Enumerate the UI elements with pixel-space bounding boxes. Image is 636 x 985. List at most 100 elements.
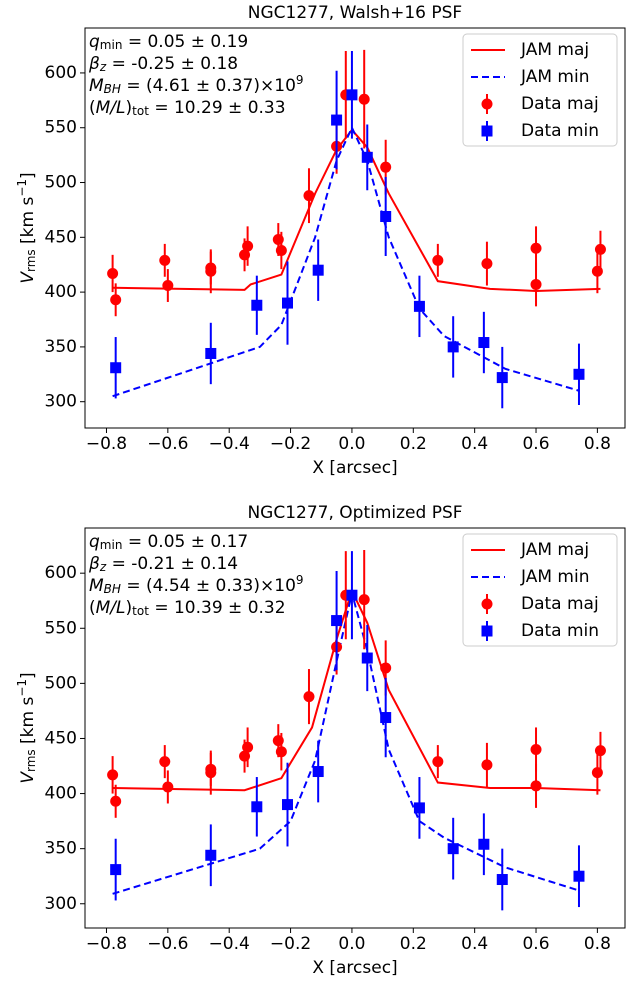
legend-label: Data min [521, 121, 599, 141]
data-point [432, 756, 444, 768]
annotation-part: = 0.05 ± 0.17 [122, 532, 248, 552]
annotation-part: = 10.39 ± 0.32 [149, 598, 286, 618]
legend-box [462, 33, 618, 147]
legend-swatch [481, 625, 493, 637]
x-tick-label: 0.0 [338, 934, 365, 954]
annotation: (M/L)tot = 10.39 ± 0.32 [89, 598, 286, 618]
data-point [573, 870, 585, 882]
data-point [481, 759, 493, 771]
y-axis-label-part: rms [24, 749, 38, 772]
y-axis-label-part: [km s [18, 197, 38, 250]
annotation-part: β [88, 54, 100, 74]
legend-label: Data maj [521, 594, 599, 614]
data-point [159, 756, 171, 768]
annotation-part: ) [126, 98, 133, 118]
y-tick-label: 500 [45, 173, 77, 193]
x-axis-label: X [arcsec] [312, 958, 397, 978]
annotation-part: 9 [296, 573, 304, 587]
data-point [358, 594, 370, 606]
annotation-part: min [100, 38, 123, 52]
data-point [251, 299, 263, 311]
annotation-part: min [100, 538, 123, 552]
data-point [331, 114, 343, 126]
x-tick-label: −0.6 [147, 934, 188, 954]
x-tick-label: 0.8 [584, 434, 611, 454]
data-point [530, 278, 542, 290]
y-tick-label: 500 [45, 673, 77, 693]
data-point [380, 712, 392, 724]
chart-title: NGC1277, Walsh+16 PSF [248, 3, 462, 23]
y-tick-label: 600 [45, 563, 77, 583]
data-point [110, 362, 122, 374]
data-point [530, 780, 542, 792]
x-axis-label: X [arcsec] [312, 458, 397, 478]
x-tick-label: −0.2 [270, 934, 311, 954]
legend-label: JAM min [520, 67, 589, 87]
model-line [112, 125, 580, 398]
plot-area [107, 550, 606, 911]
legend-label: Data maj [521, 94, 599, 114]
x-tick-label: −0.6 [147, 434, 188, 454]
annotation-part: BH [104, 82, 121, 96]
data-point [242, 741, 254, 753]
data-point [358, 93, 370, 105]
data-point [591, 767, 603, 779]
data-point [110, 795, 122, 807]
y-axis-label-part: rms [24, 249, 38, 272]
annotation-part: = 10.29 ± 0.33 [149, 98, 286, 118]
subplot: NGC1277, Optimized PSF X [arcsec] Vrms [km… [15, 503, 626, 978]
annotation-part: = -0.21 ± 0.14 [106, 554, 238, 574]
y-tick-label: 400 [45, 282, 77, 302]
data-point [159, 254, 171, 266]
y-tick-label: 350 [45, 337, 77, 357]
y-axis-label-part: −1 [15, 179, 29, 197]
x-tick-label: 0.2 [400, 934, 427, 954]
annotation-part: ( [89, 598, 96, 618]
y-tick-label: 300 [45, 392, 77, 412]
y-axis-label: Vrms [km s−1] [15, 672, 38, 783]
data-point [275, 746, 287, 758]
data-point [251, 801, 263, 813]
subplot: NGC1277, Walsh+16 PSF X [arcsec] Vrms [km … [15, 3, 626, 478]
x-tick-label: 0.4 [461, 934, 488, 954]
data-point [447, 341, 459, 353]
data-point [380, 161, 392, 173]
chart-title: NGC1277, Optimized PSF [247, 503, 462, 523]
data-point [205, 347, 217, 359]
x-tick-label: 0.0 [338, 434, 365, 454]
data-point [107, 769, 119, 781]
legend-swatch [481, 98, 493, 110]
annotation: βz = -0.25 ± 0.18 [88, 54, 238, 74]
data-point [361, 652, 373, 664]
annotation: βz = -0.21 ± 0.14 [88, 554, 238, 574]
data-point [496, 372, 508, 384]
y-tick-label: 600 [45, 63, 77, 83]
data-point [162, 781, 174, 793]
data-point [282, 297, 293, 309]
annotation: qmin = 0.05 ± 0.17 [89, 532, 248, 552]
annotation-part: ) [126, 598, 133, 618]
legend-box [462, 533, 618, 647]
data-point [110, 864, 122, 876]
annotation-part: tot [132, 604, 149, 618]
data-point [413, 300, 425, 312]
y-axis-label: Vrms [km s−1] [15, 172, 38, 283]
annotation-part: q [89, 32, 100, 52]
y-tick-label: 450 [45, 728, 77, 748]
data-point [478, 838, 490, 850]
x-tick-label: −0.8 [86, 934, 127, 954]
y-axis-label-part: [km s [18, 697, 38, 750]
x-tick-label: 0.2 [400, 434, 427, 454]
x-tick-label: −0.4 [209, 434, 250, 454]
x-tick-label: −0.2 [270, 434, 311, 454]
data-point [591, 265, 603, 277]
x-tick-label: −0.4 [209, 934, 250, 954]
data-point [162, 280, 174, 292]
annotation-part: = (4.61 ± 0.37)×10 [121, 76, 296, 96]
data-point [303, 190, 315, 202]
data-point [331, 615, 343, 627]
plot-area [107, 49, 606, 409]
y-tick-label: 300 [45, 894, 77, 914]
x-tick-label: 0.6 [522, 934, 549, 954]
